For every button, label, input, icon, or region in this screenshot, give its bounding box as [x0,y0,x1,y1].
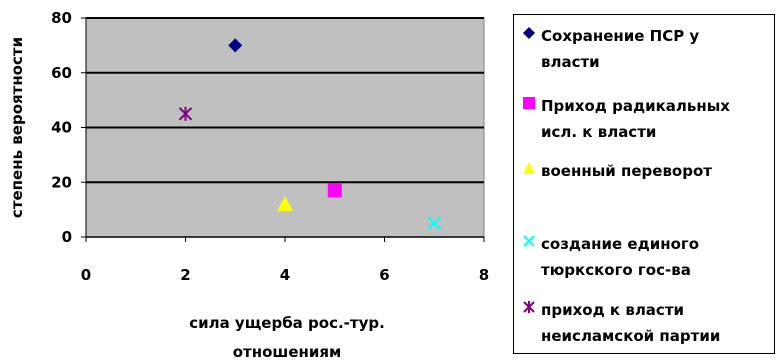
legend-label: Приход радикальных исл. к власти [541,93,730,145]
x-tick-label: 4 [280,266,290,284]
star-icon [522,297,536,317]
legend-label-line: военный переворот [541,162,712,180]
triangle-icon [522,158,536,178]
legend-label-line: неисламской партии [541,327,721,345]
legend-label-line: Сохранение ПСР у [541,27,700,45]
data-point-diamond [228,38,243,53]
data-point-x [427,216,441,231]
x-mark-icon [522,231,536,251]
legend-label: создание единого тюркского гос-ва [541,231,699,283]
scatter-chart: 0 20 40 60 80 0 2 4 6 8 степень вероятности сила… [8,9,489,360]
legend: Сохранение ПСР у власти Приход радикальн… [513,14,775,354]
data-point-square [327,183,342,198]
legend-item-radical: Приход радикальных исл. к власти [522,93,772,145]
legend-label-line: тюркского гос-ва [541,261,691,279]
y-tick-label: 40 [51,119,72,137]
legend-label-line: приход к власти [541,301,685,319]
y-axis-title: степень вероятности [8,37,26,218]
diamond-icon [522,23,536,43]
legend-label: военный переворот [541,158,712,184]
legend-label-line: Приход радикальных [541,97,730,115]
legend-item-non-islamic: приход к власти неисламской партии [522,297,772,349]
legend-label-line: власти [541,53,600,71]
x-axis-ticks: 0 2 4 6 8 [81,237,489,284]
data-point-triangle [277,196,293,212]
x-tick-label: 0 [81,266,91,284]
x-tick-label: 8 [479,266,489,284]
data-point-star [178,106,193,121]
square-icon [522,93,536,113]
legend-label: приход к власти неисламской партии [541,297,720,349]
y-tick-label: 0 [62,228,72,246]
legend-item-turkic-state: создание единого тюркского гос-ва [522,231,772,283]
x-tick-label: 6 [379,266,389,284]
x-tick-label: 2 [180,266,190,284]
y-tick-label: 60 [51,64,72,82]
y-axis-ticks: 0 20 40 60 80 [51,9,86,246]
x-axis-title-line-2: отношениям [233,343,342,360]
legend-label-line: создание единого [541,235,700,253]
y-tick-label: 80 [51,9,72,27]
x-axis-title-line-1: сила ущерба рос.-тур. [189,314,385,332]
legend-item-psr: Сохранение ПСР у власти [522,23,772,75]
legend-label: Сохранение ПСР у власти [541,23,699,75]
y-tick-label: 20 [51,173,72,191]
legend-label-line: исл. к власти [541,123,657,141]
data-points [178,38,441,231]
legend-item-coup: военный переворот [522,158,772,184]
